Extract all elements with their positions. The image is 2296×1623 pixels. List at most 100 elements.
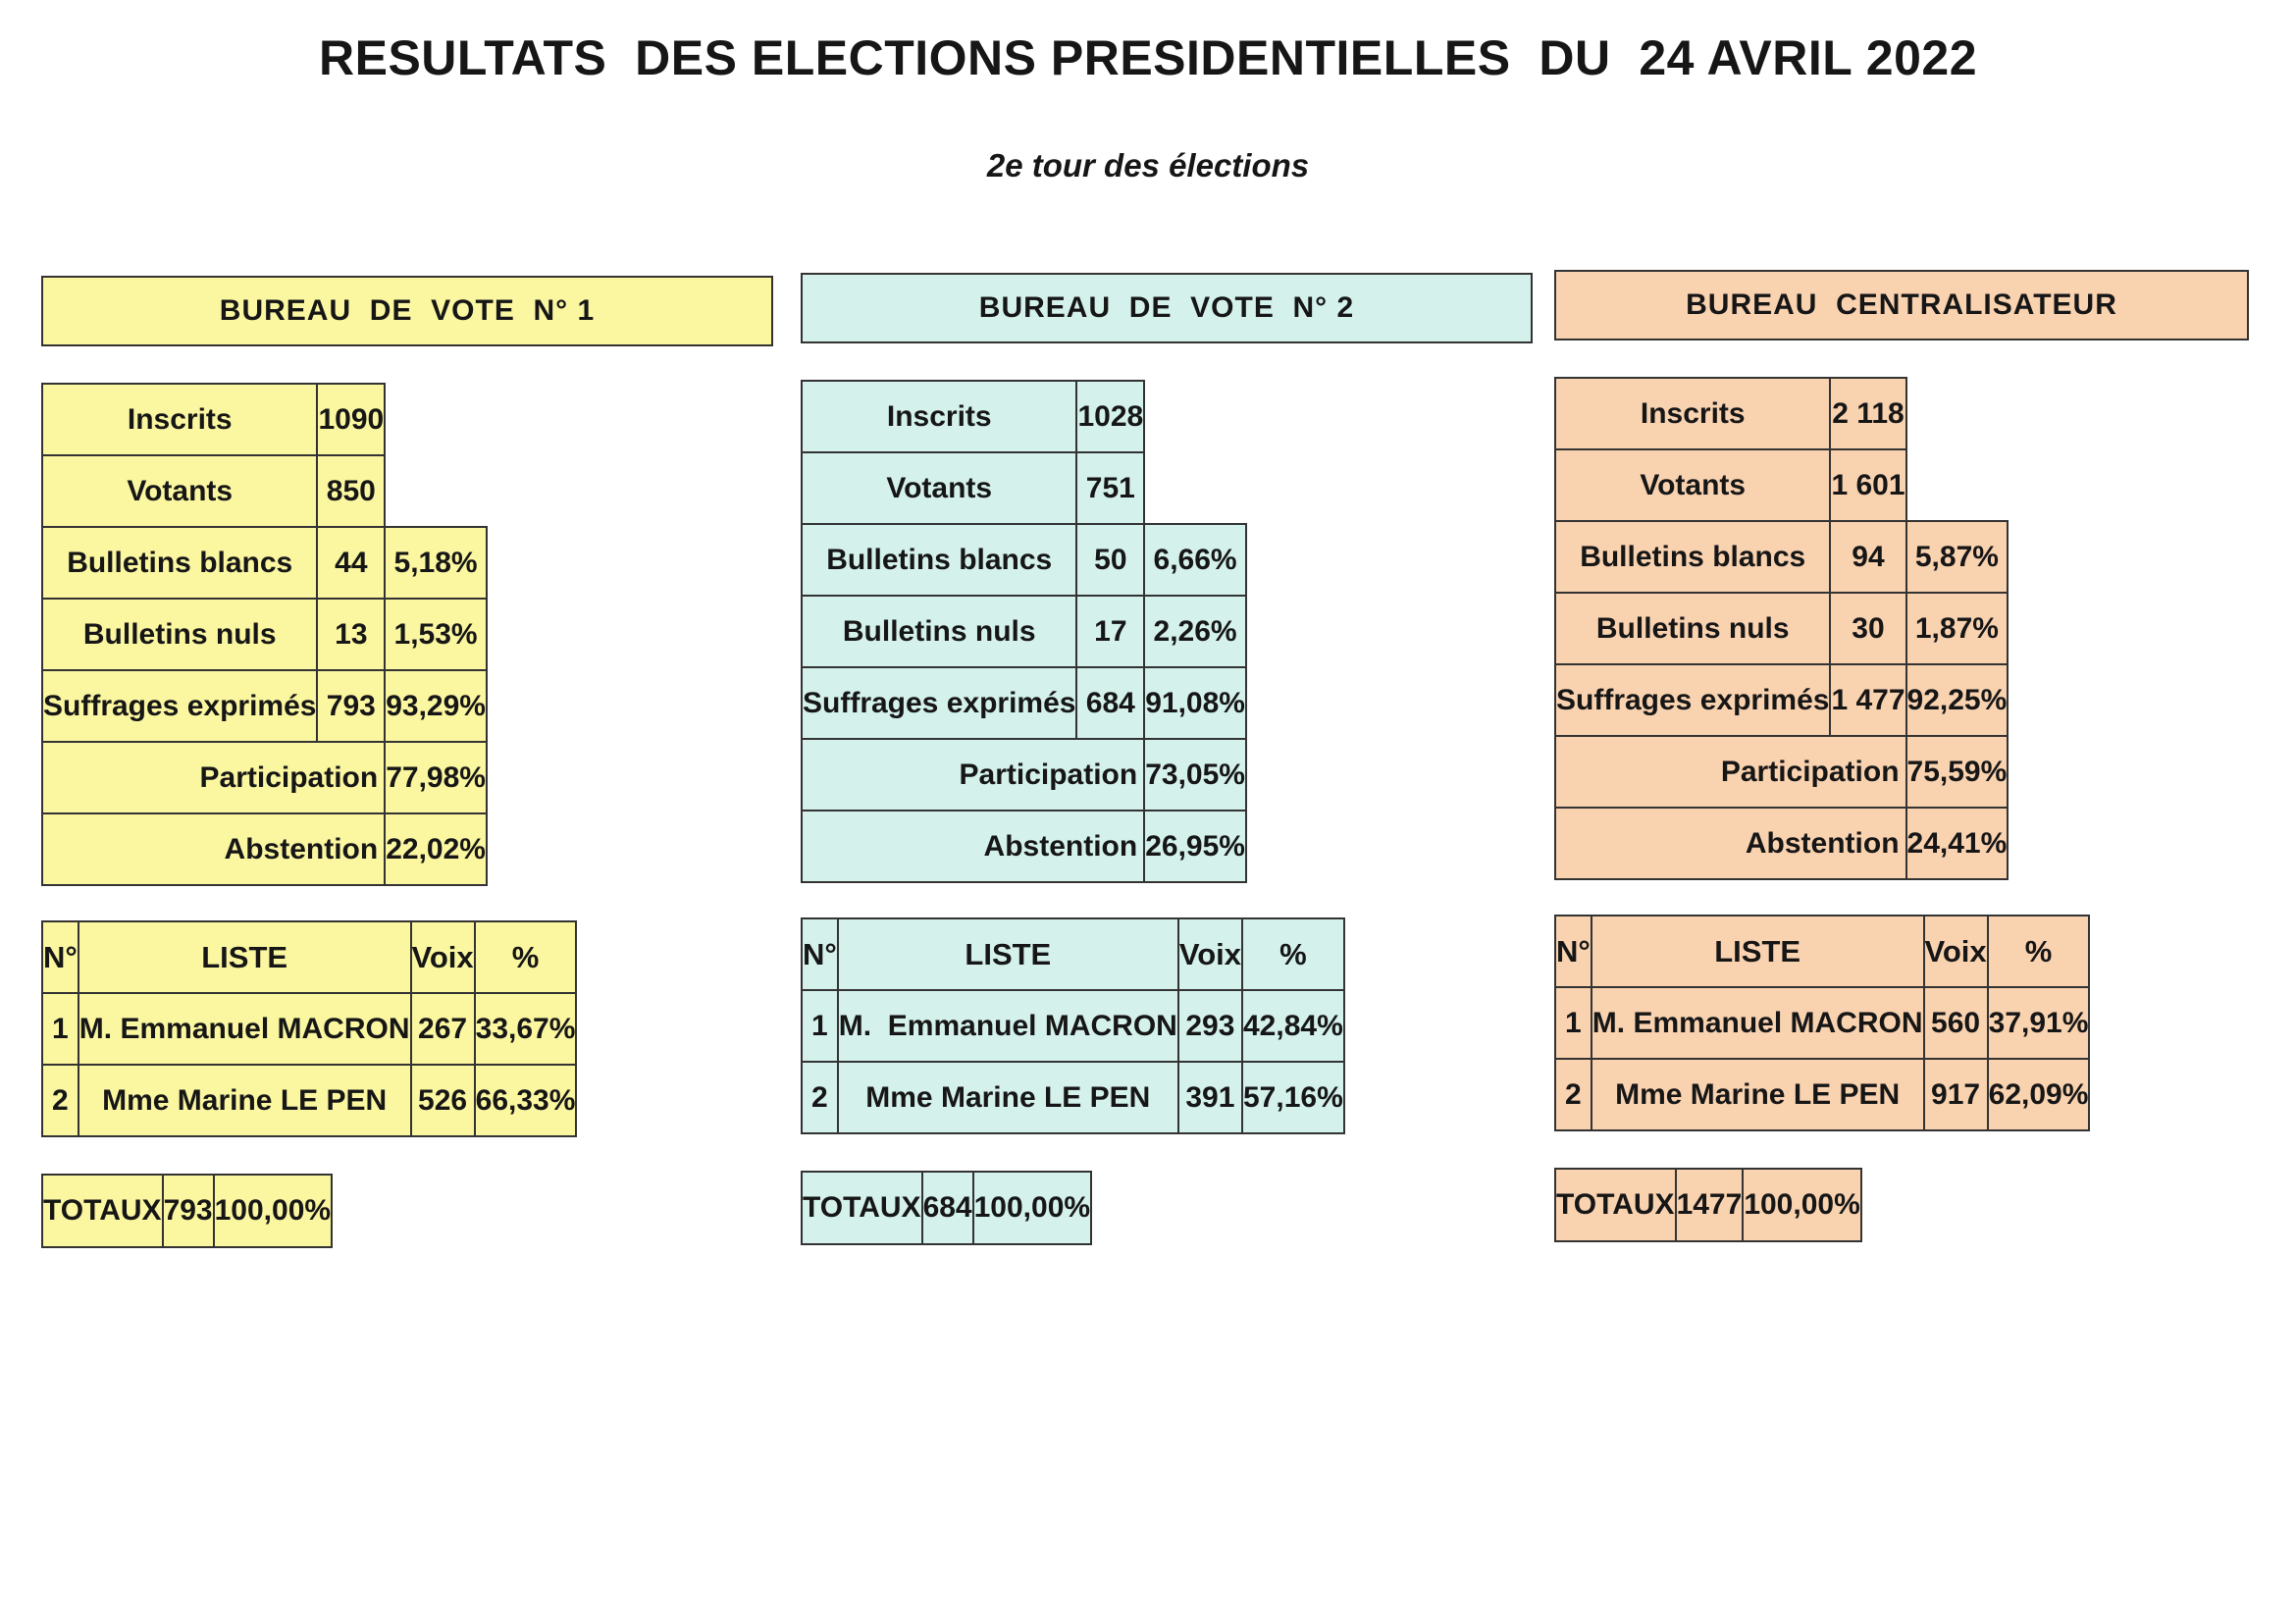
col-voix: Voix: [409, 920, 476, 994]
candidate-pct: 62,09%: [1986, 1058, 2091, 1131]
page-title: RESULTATS DES ELECTIONS PRESIDENTIELLES …: [319, 30, 1977, 85]
col-voix: Voix: [1176, 917, 1244, 991]
col-liste: LISTE: [77, 920, 412, 994]
candidate-name: Mme Marine LE PEN: [1590, 1058, 1925, 1131]
pct-blancs: 5,87%: [1905, 520, 2009, 594]
col-voix: Voix: [1922, 915, 1989, 988]
stats-table: Inscrits 1028 Votants 751 Bulletins blan…: [800, 380, 1247, 883]
row-nuls: Bulletins nuls 17 2,26%: [800, 595, 1247, 668]
col-num: N°: [1554, 915, 1592, 988]
row-abstention: Abstention 24,41%: [1554, 807, 2009, 880]
candidate-pct: 66,33%: [473, 1064, 578, 1137]
row-votants: Votants 1 601: [1553, 448, 2009, 522]
totals-row: TOTAUX 684 100,00%: [801, 1171, 1093, 1245]
candidate-num: 1: [801, 989, 839, 1063]
value-exprimes: 684: [1075, 666, 1146, 740]
pct-exprimes: 93,29%: [384, 669, 488, 743]
candidates-header-row: N° LISTE Voix %: [41, 920, 578, 994]
pct-exprimes: 91,08%: [1143, 666, 1247, 740]
label-inscrits: Inscrits: [1553, 377, 1832, 450]
col-pct: %: [473, 920, 578, 994]
totals-pct: 100,00%: [212, 1174, 334, 1248]
totals-voix: 684: [920, 1171, 974, 1245]
row-blancs: Bulletins blancs 94 5,87%: [1553, 520, 2009, 594]
value-exprimes: 1 477: [1829, 663, 1907, 737]
row-inscrits: Inscrits 1028: [800, 380, 1246, 453]
label-abstention: Abstention: [40, 812, 387, 886]
pct-blancs: 5,18%: [384, 526, 488, 600]
label-nuls: Bulletins nuls: [40, 598, 319, 671]
totals-label: TOTAUX: [41, 1174, 164, 1248]
col-num: N°: [801, 917, 839, 991]
col-pct: %: [1986, 915, 2091, 988]
row-participation: Participation 77,98%: [40, 741, 488, 814]
label-inscrits: Inscrits: [800, 380, 1078, 453]
candidate-num: 2: [801, 1061, 839, 1134]
candidate-name: Mme Marine LE PEN: [77, 1064, 412, 1137]
totals-row: TOTAUX 793 100,00%: [41, 1174, 334, 1248]
col-liste: LISTE: [1590, 915, 1925, 988]
totals-voix: 1477: [1674, 1168, 1745, 1242]
value-nuls: 13: [316, 598, 387, 671]
row-blancs: Bulletins blancs 44 5,18%: [40, 526, 488, 600]
candidate-num: 1: [41, 992, 79, 1066]
col-num: N°: [41, 920, 79, 994]
value-nuls: 17: [1075, 595, 1146, 668]
totals-label: TOTAUX: [1554, 1168, 1677, 1242]
row-exprimes: Suffrages exprimés 793 93,29%: [40, 669, 488, 743]
candidate-voix: 391: [1176, 1061, 1244, 1134]
label-votants: Votants: [1553, 448, 1832, 522]
label-participation: Participation: [40, 741, 387, 814]
candidate-row: 2 Mme Marine LE PEN 391 57,16%: [801, 1061, 1345, 1134]
candidate-pct: 57,16%: [1241, 1061, 1345, 1134]
candidate-num: 2: [1554, 1058, 1592, 1131]
pct-nuls: 2,26%: [1143, 595, 1247, 668]
pct-exprimes: 92,25%: [1905, 663, 2009, 737]
label-participation: Participation: [800, 738, 1146, 812]
stats-table: Inscrits 1090 Votants 850 Bulletins blan…: [40, 383, 488, 886]
label-nuls: Bulletins nuls: [1553, 592, 1832, 665]
pct-blancs: 6,66%: [1143, 523, 1247, 597]
row-votants: Votants 850: [40, 454, 487, 528]
candidates-table: N° LISTE Voix % 1 M. Emmanuel MACRON 267…: [41, 920, 578, 1137]
row-inscrits: Inscrits 1090: [40, 383, 487, 456]
value-blancs: 44: [316, 526, 387, 600]
row-blancs: Bulletins blancs 50 6,66%: [800, 523, 1247, 597]
row-exprimes: Suffrages exprimés 1 477 92,25%: [1553, 663, 2009, 737]
candidate-voix: 526: [409, 1064, 476, 1137]
candidate-pct: 33,67%: [473, 992, 578, 1066]
pct-participation: 75,59%: [1905, 735, 2009, 809]
totals-label: TOTAUX: [801, 1171, 923, 1245]
candidates-table: N° LISTE Voix % 1 M. Emmanuel MACRON 560…: [1554, 915, 2091, 1131]
candidate-name: M. Emmanuel MACRON: [836, 989, 1179, 1063]
label-blancs: Bulletins blancs: [1553, 520, 1832, 594]
col-pct: %: [1241, 917, 1345, 991]
value-blancs: 50: [1075, 523, 1146, 597]
row-abstention: Abstention 22,02%: [40, 812, 488, 886]
candidate-voix: 267: [409, 992, 476, 1066]
bureau-header: BUREAU DE VOTE N° 1: [41, 276, 773, 346]
pct-participation: 73,05%: [1143, 738, 1247, 812]
label-votants: Votants: [40, 454, 319, 528]
candidate-pct: 37,91%: [1986, 986, 2091, 1060]
row-participation: Participation 73,05%: [800, 738, 1247, 812]
totals-table: TOTAUX 684 100,00%: [801, 1171, 1093, 1245]
bureau-header: BUREAU DE VOTE N° 2: [801, 273, 1533, 343]
col-liste: LISTE: [836, 917, 1179, 991]
value-exprimes: 793: [316, 669, 387, 743]
row-exprimes: Suffrages exprimés 684 91,08%: [800, 666, 1247, 740]
candidate-num: 2: [41, 1064, 79, 1137]
value-votants: 1 601: [1829, 448, 1907, 522]
label-exprimes: Suffrages exprimés: [40, 669, 319, 743]
candidate-name: M. Emmanuel MACRON: [1590, 986, 1925, 1060]
label-blancs: Bulletins blancs: [40, 526, 319, 600]
stats-table: Inscrits 2 118 Votants 1 601 Bulletins b…: [1553, 377, 2009, 880]
pct-nuls: 1,53%: [384, 598, 488, 671]
value-inscrits: 1090: [316, 383, 387, 456]
candidates-header-row: N° LISTE Voix %: [801, 917, 1345, 991]
label-nuls: Bulletins nuls: [800, 595, 1078, 668]
totals-table: TOTAUX 793 100,00%: [41, 1174, 334, 1248]
candidate-name: M. Emmanuel MACRON: [77, 992, 412, 1066]
label-abstention: Abstention: [800, 810, 1146, 883]
label-votants: Votants: [800, 451, 1078, 525]
